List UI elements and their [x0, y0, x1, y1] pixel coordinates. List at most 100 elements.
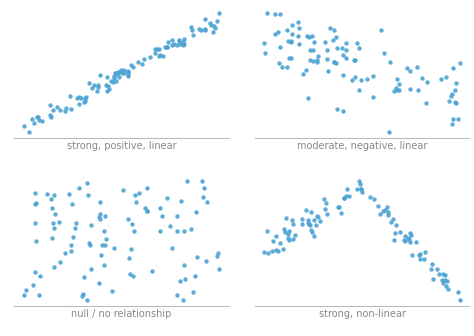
Point [350, 57, 357, 62]
Point [295, 41, 303, 46]
Point [73, 96, 81, 101]
Point [304, 221, 312, 226]
Point [158, 213, 166, 218]
Point [201, 17, 209, 22]
Point [413, 64, 420, 70]
Point [385, 129, 392, 135]
Point [61, 250, 69, 255]
Point [28, 116, 36, 122]
Point [271, 11, 279, 17]
Point [102, 82, 110, 88]
Point [96, 211, 104, 216]
Point [449, 65, 456, 70]
Point [114, 70, 122, 75]
Point [118, 70, 126, 76]
Point [50, 192, 57, 198]
Point [32, 200, 40, 206]
Point [421, 249, 428, 254]
Point [414, 87, 422, 93]
Point [96, 216, 104, 222]
Point [334, 205, 341, 210]
Point [49, 108, 57, 113]
Point [29, 282, 37, 287]
Point [412, 239, 420, 245]
Point [67, 248, 75, 253]
Point [202, 258, 210, 263]
Point [140, 56, 147, 62]
Point [132, 192, 139, 198]
Point [32, 269, 39, 275]
Point [152, 47, 159, 52]
Point [95, 214, 102, 220]
Point [104, 84, 112, 89]
Point [384, 210, 392, 215]
Point [173, 213, 181, 218]
Point [117, 67, 125, 72]
Point [307, 227, 314, 233]
Point [322, 206, 329, 211]
Point [338, 45, 346, 50]
Point [343, 186, 351, 192]
Point [110, 245, 118, 250]
Point [52, 211, 59, 216]
Point [197, 28, 205, 33]
Point [356, 46, 363, 51]
Point [108, 78, 115, 84]
Point [125, 70, 132, 75]
Point [276, 240, 283, 246]
Point [285, 55, 293, 60]
Point [55, 219, 63, 224]
Point [143, 208, 151, 213]
Point [376, 211, 384, 216]
Point [179, 39, 187, 45]
Point [322, 39, 329, 44]
Point [401, 238, 409, 243]
Point [77, 95, 85, 100]
Point [285, 238, 293, 243]
Point [126, 271, 134, 276]
Point [109, 79, 117, 84]
Point [47, 115, 55, 120]
Point [103, 88, 110, 94]
Point [273, 247, 280, 252]
Point [268, 248, 276, 253]
Point [113, 71, 121, 76]
Point [198, 179, 206, 184]
Point [379, 208, 386, 214]
Point [438, 278, 446, 283]
Point [206, 20, 214, 26]
Point [173, 292, 181, 297]
Point [369, 74, 376, 79]
Point [103, 74, 110, 80]
Point [66, 93, 73, 98]
Point [43, 191, 50, 196]
Point [83, 180, 91, 185]
Point [452, 87, 459, 92]
Point [22, 287, 30, 293]
X-axis label: strong, positive, linear: strong, positive, linear [67, 141, 176, 151]
Point [366, 195, 374, 200]
Point [287, 55, 295, 60]
Point [310, 39, 318, 45]
Point [339, 72, 347, 77]
Point [200, 185, 208, 191]
Point [32, 238, 40, 244]
Point [278, 64, 285, 69]
Point [50, 264, 58, 270]
Point [201, 27, 209, 32]
Point [56, 259, 64, 264]
Point [384, 212, 392, 218]
Point [210, 23, 218, 28]
Point [72, 221, 79, 226]
Point [96, 73, 104, 78]
Point [162, 44, 169, 50]
Point [305, 222, 313, 227]
Point [65, 191, 73, 197]
Point [53, 105, 61, 110]
Point [284, 38, 292, 43]
Point [374, 203, 382, 209]
Point [85, 81, 92, 86]
Point [416, 251, 424, 257]
Point [164, 39, 172, 45]
Point [82, 94, 90, 100]
